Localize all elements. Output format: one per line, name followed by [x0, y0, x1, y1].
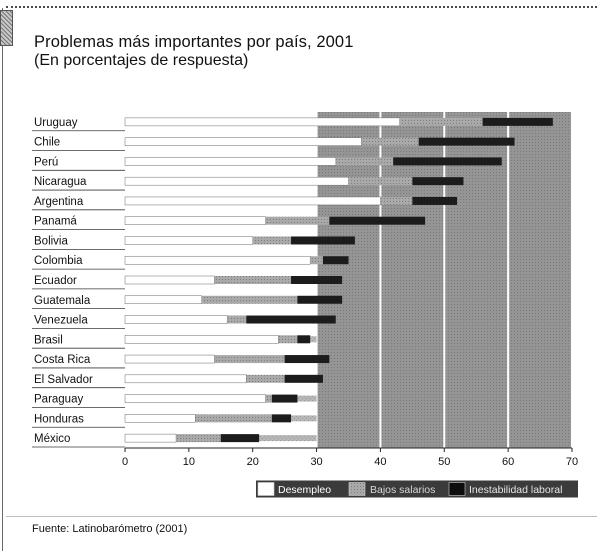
- bar-inestabilidad-laboral: [418, 137, 515, 146]
- bar-desempleo: [124, 374, 247, 384]
- bar-inestabilidad-laboral: [412, 196, 458, 205]
- x-tick-label: 0: [122, 456, 128, 468]
- x-tick-label: 50: [438, 456, 450, 468]
- bar-inestabilidad-laboral: [291, 276, 343, 284]
- category-label: Guatemala: [34, 295, 91, 307]
- bar-bajos-salarios: [214, 276, 292, 284]
- footer-rule: [6, 516, 597, 517]
- category-label: Honduras: [34, 413, 84, 425]
- x-tick-label: 30: [310, 456, 322, 468]
- category-label: Argentina: [34, 196, 84, 208]
- bar-bajos-salarios: [227, 315, 247, 324]
- bar-bajos-salarios: [214, 355, 285, 364]
- bar-inestabilidad-laboral: [297, 295, 343, 304]
- category-label: Bolivia: [34, 235, 68, 247]
- x-tick-label: 10: [183, 456, 195, 468]
- bar-desempleo: [124, 275, 215, 285]
- bar-bajos-salarios: [176, 434, 221, 443]
- x-tick-label: 20: [247, 456, 259, 468]
- corner-marker: [0, 10, 13, 46]
- bar-inestabilidad-laboral: [297, 335, 311, 344]
- bar-desempleo: [124, 157, 336, 166]
- bar-bajos-salarios: [335, 157, 394, 166]
- bar-bajos-salarios: [246, 374, 285, 383]
- category-label: Uruguay: [34, 117, 78, 129]
- bar-inestabilidad-laboral: [322, 256, 349, 265]
- bar-inestabilidad-laboral: [271, 394, 298, 403]
- bar-desempleo: [124, 236, 253, 245]
- category-label: Costa Rica: [34, 354, 91, 366]
- bar-desempleo: [124, 196, 381, 206]
- bar-desempleo: [124, 255, 311, 265]
- bar-desempleo: [124, 216, 266, 225]
- bar-desempleo: [124, 137, 362, 146]
- bar-bajos-salarios: [265, 216, 330, 225]
- category-label: Nicaragua: [34, 176, 87, 188]
- bar-desempleo: [124, 414, 196, 423]
- chart-title: Problemas más importantes por país, 2001: [34, 33, 354, 51]
- bar-desempleo: [124, 176, 349, 186]
- x-tick-label: 70: [566, 456, 578, 468]
- chart-subtitle: (En porcentajes de respuesta): [34, 52, 249, 69]
- bar-desempleo: [124, 433, 177, 443]
- bar-inestabilidad-laboral: [412, 177, 464, 186]
- bar-bajos-salarios: [265, 394, 272, 403]
- category-label: Brasil: [34, 334, 63, 346]
- category-label: Venezuela: [34, 315, 88, 327]
- category-label: Paraguay: [34, 394, 83, 406]
- bar-bajos-salarios: [278, 335, 298, 344]
- bar-inestabilidad-laboral: [271, 414, 292, 423]
- bar-desempleo: [124, 354, 215, 364]
- bar-inestabilidad-laboral: [284, 355, 330, 364]
- x-tick-label: 60: [502, 456, 514, 468]
- top-dotted-rule: [6, 6, 597, 8]
- bar-inestabilidad-laboral: [220, 434, 260, 443]
- bar-desempleo: [124, 335, 279, 344]
- bar-desempleo: [124, 315, 228, 324]
- legend-inestabilidad-laboral-swatch: [448, 482, 466, 496]
- bar-bajos-salarios: [201, 295, 298, 304]
- bar-desempleo: [124, 117, 400, 127]
- category-label: Chile: [34, 137, 60, 149]
- legend-bajos-salarios-label: Bajos salarios: [370, 484, 435, 496]
- bar-bajos-salarios: [252, 236, 292, 245]
- bar-inestabilidad-laboral: [393, 157, 502, 166]
- bar-inestabilidad-laboral: [246, 315, 336, 324]
- bar-bajos-salarios: [310, 256, 323, 265]
- bar-desempleo: [124, 394, 266, 403]
- legend-desempleo-label: Desempleo: [278, 484, 331, 496]
- category-label: Colombia: [34, 255, 83, 267]
- bar-inestabilidad-laboral: [329, 216, 426, 225]
- left-frame-rule: [2, 8, 3, 551]
- bar-bajos-salarios: [361, 137, 419, 146]
- bar-inestabilidad-laboral: [291, 236, 355, 245]
- category-label: El Salvador: [34, 374, 93, 386]
- category-label: México: [34, 433, 70, 445]
- bar-desempleo: [124, 295, 202, 305]
- x-tick-label: 40: [374, 456, 386, 468]
- bar-bajos-salarios: [380, 196, 413, 205]
- bar-inestabilidad-laboral: [284, 374, 323, 383]
- bar-bajos-salarios: [399, 117, 483, 126]
- source-note: Fuente: Latinobarómetro (2001): [32, 523, 188, 535]
- legend-inestabilidad-laboral-label: Inestabilidad laboral: [469, 484, 562, 496]
- legend-desempleo-swatch: [257, 482, 275, 496]
- bar-bajos-salarios: [348, 177, 413, 186]
- bar-inestabilidad-laboral: [482, 117, 553, 126]
- legend-bajos-salarios-swatch: [348, 482, 366, 496]
- category-label: Ecuador: [34, 275, 77, 287]
- category-label: Panamá: [34, 216, 77, 228]
- category-label: Perú: [34, 156, 58, 168]
- bar-bajos-salarios: [195, 414, 272, 423]
- legend-frame: [256, 480, 578, 498]
